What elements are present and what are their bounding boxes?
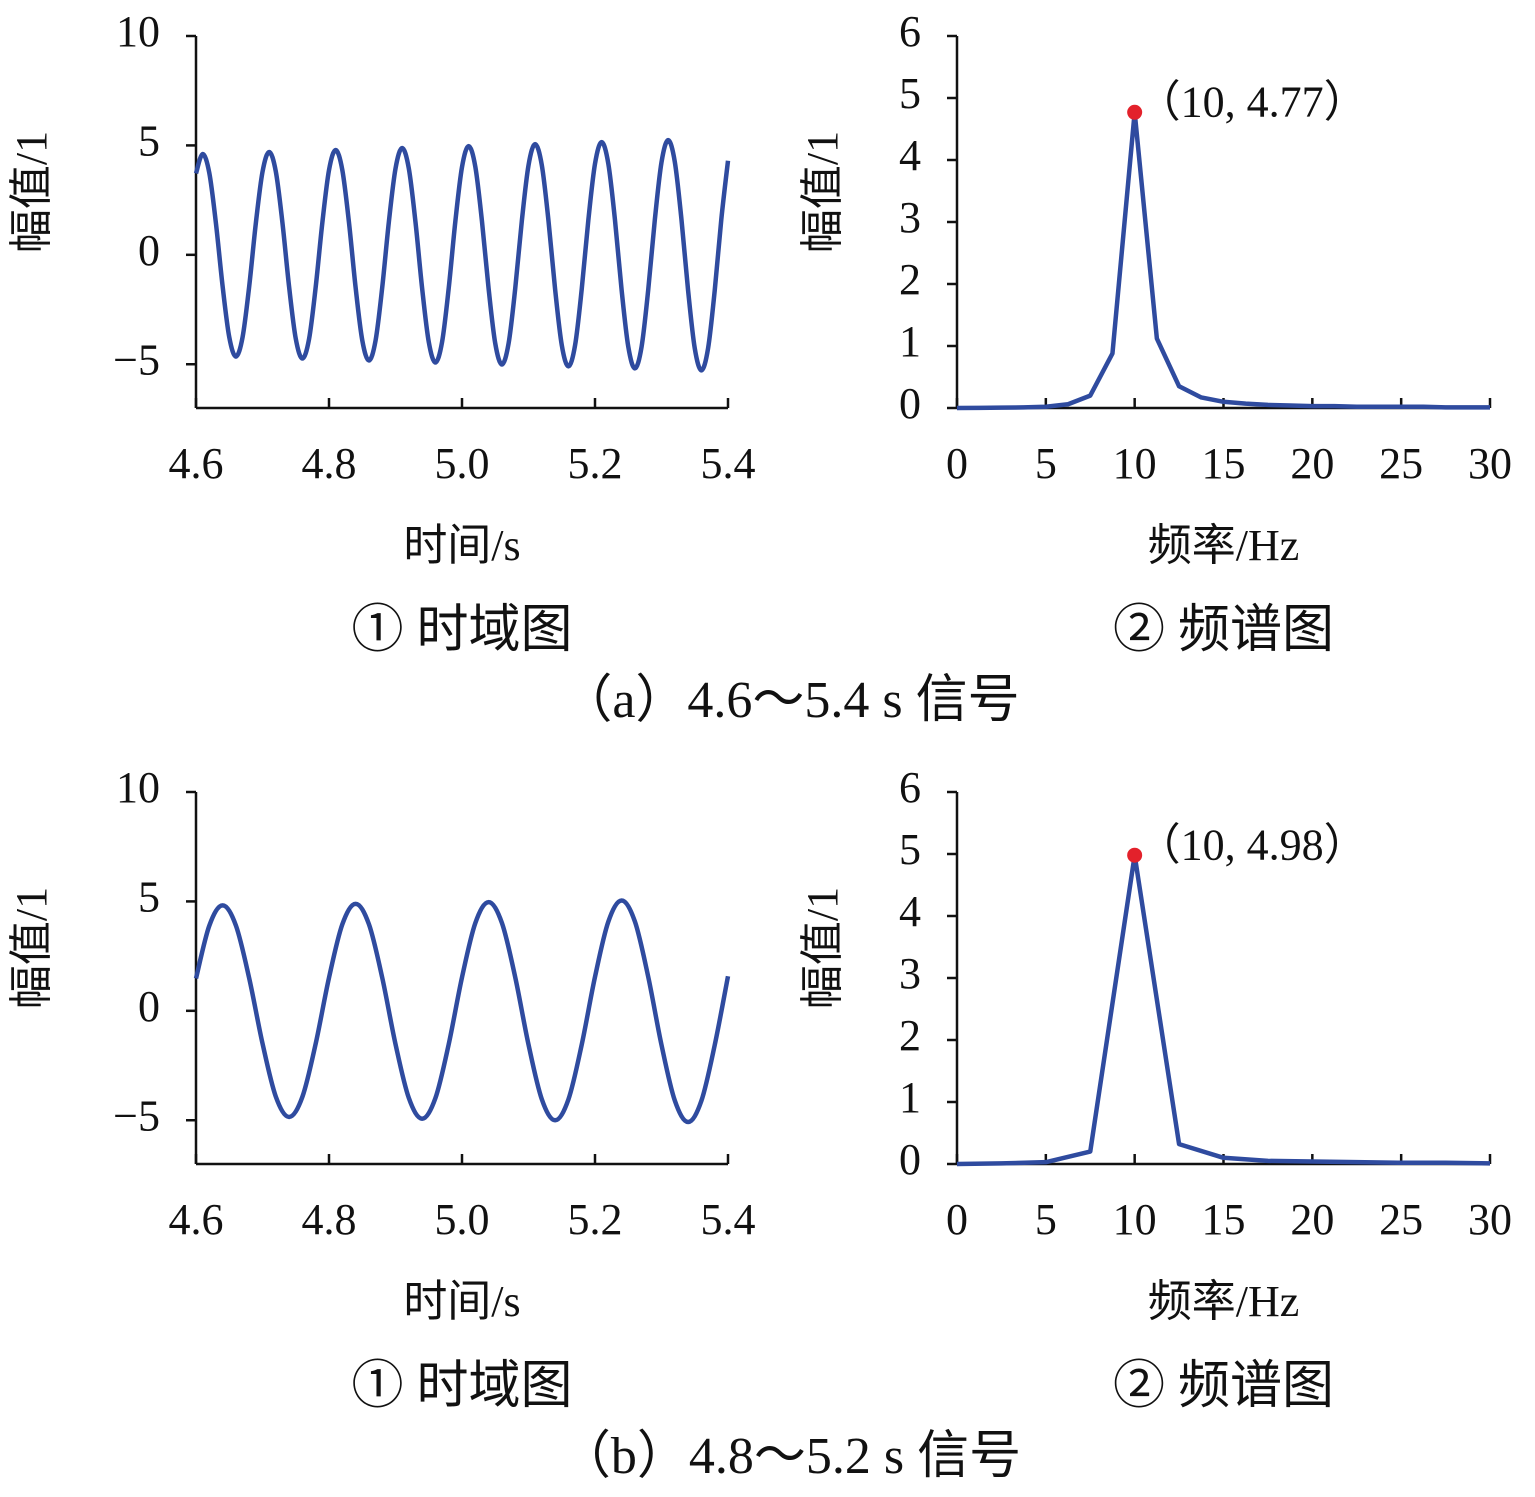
y-tick-label: 5: [899, 69, 921, 118]
y-tick-label: 4: [899, 887, 921, 936]
peak-label: （10, 4.98）: [1137, 820, 1368, 869]
y-tick-label: 4: [899, 131, 921, 180]
y-tick-label: 3: [899, 949, 921, 998]
x-tick-label: 4.8: [302, 439, 357, 488]
x-axis-label: 时间/s: [403, 1277, 520, 1326]
x-tick-label: 0: [946, 439, 968, 488]
y-tick-label: 0: [899, 1135, 921, 1184]
y-tick-label: 6: [899, 7, 921, 56]
y-tick-label: 3: [899, 193, 921, 242]
x-tick-label: 5: [1035, 439, 1057, 488]
x-tick-label: 5.0: [435, 439, 490, 488]
chart-caption: ① 时域图: [351, 1358, 572, 1415]
x-tick-label: 0: [946, 1195, 968, 1244]
x-tick-label: 5.4: [701, 1195, 756, 1244]
peak-marker: [1127, 847, 1143, 863]
y-tick-label: 5: [899, 825, 921, 874]
y-axis-label: 幅值/1: [7, 887, 56, 1009]
group-caption: （a）4.6～5.4 s 信号: [560, 672, 1019, 729]
x-axis-label: 时间/s: [403, 521, 520, 570]
y-tick-label: −5: [113, 1091, 160, 1140]
chart-caption: ② 频谱图: [1113, 1358, 1334, 1415]
x-tick-label: 15: [1202, 1195, 1246, 1244]
data-line: [956, 852, 1491, 1167]
y-tick-label: −5: [113, 335, 160, 384]
y-tick-label: 10: [116, 763, 160, 812]
peak-marker: [1127, 104, 1143, 120]
x-tick-label: 4.6: [169, 1195, 224, 1244]
data-line: [193, 898, 731, 1125]
x-axis-label: 频率/Hz: [1148, 521, 1300, 570]
peak-label: （10, 4.77）: [1137, 77, 1368, 126]
x-tick-label: 30: [1468, 1195, 1512, 1244]
x-tick-label: 5.2: [568, 439, 623, 488]
y-tick-label: 0: [138, 982, 160, 1031]
y-tick-label: 2: [899, 1011, 921, 1060]
x-tick-label: 5.2: [568, 1195, 623, 1244]
y-axis-label: 幅值/1: [7, 131, 56, 253]
y-tick-label: 0: [138, 226, 160, 275]
x-tick-label: 4.6: [169, 439, 224, 488]
y-tick-label: 5: [138, 873, 160, 922]
y-axis-label: 幅值/1: [798, 131, 847, 253]
y-tick-label: 5: [138, 117, 160, 166]
y-tick-label: 10: [116, 7, 160, 56]
data-line: [956, 110, 1490, 411]
y-tick-label: 2: [899, 255, 921, 304]
x-tick-label: 20: [1290, 439, 1334, 488]
x-tick-label: 10: [1113, 439, 1157, 488]
x-tick-label: 4.8: [302, 1195, 357, 1244]
x-tick-label: 10: [1113, 1195, 1157, 1244]
y-tick-label: 6: [899, 763, 921, 812]
chart-caption: ① 时域图: [351, 602, 572, 659]
y-axis-label: 幅值/1: [798, 887, 847, 1009]
y-tick-label: 1: [899, 1073, 921, 1122]
x-tick-label: 5.4: [701, 439, 756, 488]
y-tick-label: 0: [899, 379, 921, 428]
x-tick-label: 25: [1379, 439, 1423, 488]
chart-caption: ② 频谱图: [1113, 602, 1334, 659]
y-tick-label: 1: [899, 317, 921, 366]
x-axis-label: 频率/Hz: [1148, 1277, 1300, 1326]
x-tick-label: 15: [1202, 439, 1246, 488]
x-tick-label: 20: [1290, 1195, 1334, 1244]
x-tick-label: 5.0: [435, 1195, 490, 1244]
x-tick-label: 5: [1035, 1195, 1057, 1244]
x-tick-label: 30: [1468, 439, 1512, 488]
group-caption: （b）4.8～5.2 s 信号: [559, 1428, 1021, 1485]
data-line: [193, 137, 731, 373]
x-tick-label: 25: [1379, 1195, 1423, 1244]
